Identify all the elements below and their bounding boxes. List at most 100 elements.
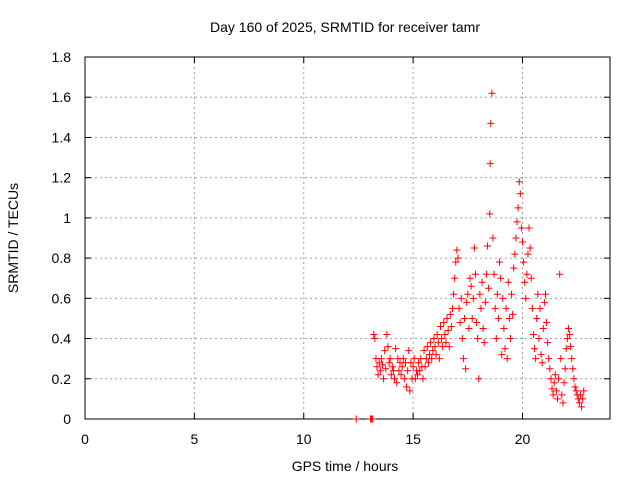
data-point <box>501 345 509 353</box>
data-point <box>529 331 537 339</box>
data-point <box>415 359 423 367</box>
data-point <box>371 335 379 343</box>
data-point <box>466 274 474 282</box>
grid-lines <box>85 57 610 419</box>
data-point <box>443 314 451 322</box>
data-point <box>533 314 541 322</box>
data-point <box>447 322 455 330</box>
data-point <box>463 298 471 306</box>
data-point <box>440 318 448 326</box>
data-point <box>554 395 561 403</box>
data-point <box>441 331 449 339</box>
data-point <box>525 224 533 232</box>
data-point <box>410 355 418 363</box>
x-tick-label: 10 <box>296 431 312 447</box>
data-point <box>519 238 526 246</box>
data-point <box>523 270 531 278</box>
data-point <box>488 89 496 97</box>
data-point <box>509 310 517 318</box>
data-point <box>436 322 444 330</box>
data-point <box>395 367 403 375</box>
data-point <box>503 355 511 363</box>
data-point <box>494 314 502 322</box>
data-point <box>373 363 381 371</box>
data-point <box>528 304 536 312</box>
data-point <box>392 345 400 353</box>
data-point <box>419 375 427 383</box>
data-point <box>376 367 384 375</box>
data-point <box>580 387 588 395</box>
data-point <box>385 359 393 367</box>
data-point <box>462 365 470 373</box>
data-point <box>409 363 417 371</box>
data-point <box>416 367 424 375</box>
data-point <box>497 274 505 282</box>
data-point <box>498 351 506 359</box>
data-point <box>393 379 401 387</box>
data-point <box>576 391 584 399</box>
data-point <box>370 331 378 339</box>
data-point <box>490 270 498 278</box>
y-tick-label: 0.6 <box>52 290 72 306</box>
data-point <box>579 395 587 403</box>
data-point <box>411 375 419 383</box>
data-point <box>524 250 532 258</box>
data-point <box>379 361 386 369</box>
data-point <box>400 375 408 383</box>
data-point <box>527 274 535 282</box>
data-point <box>455 304 463 312</box>
data-point <box>550 379 558 387</box>
data-point <box>535 335 543 343</box>
y-tick-label: 0.4 <box>52 331 72 347</box>
data-point <box>556 270 564 278</box>
data-points <box>352 89 588 423</box>
data-point <box>383 331 391 339</box>
data-point <box>547 375 555 383</box>
data-point <box>531 345 539 353</box>
data-point <box>479 325 487 332</box>
data-point <box>561 365 569 373</box>
data-point <box>369 415 377 423</box>
y-tick-label: 1 <box>63 210 71 226</box>
data-point <box>516 190 524 198</box>
data-point <box>450 290 458 298</box>
data-point <box>449 304 456 312</box>
data-point <box>480 339 488 347</box>
data-point <box>452 258 460 266</box>
data-point <box>381 347 389 355</box>
data-point <box>399 355 407 363</box>
data-point <box>568 355 576 363</box>
data-point <box>388 363 396 371</box>
x-tick-label: 0 <box>81 431 89 447</box>
y-axis-label: SRMTID / TECUs <box>5 183 21 293</box>
data-point <box>571 383 579 391</box>
data-point <box>423 343 431 351</box>
data-point <box>540 298 548 306</box>
data-point <box>382 365 390 373</box>
data-point <box>500 325 508 332</box>
data-point <box>374 371 382 379</box>
data-point <box>541 290 549 298</box>
data-point <box>380 375 388 383</box>
data-point <box>572 387 580 395</box>
data-point <box>464 290 472 298</box>
data-point <box>557 355 565 363</box>
data-point <box>434 339 442 347</box>
data-point <box>471 270 479 278</box>
data-point <box>397 371 405 379</box>
data-point <box>430 335 438 343</box>
data-point <box>546 365 554 373</box>
x-axis-label: GPS time / hours <box>292 458 399 474</box>
data-point <box>475 375 483 383</box>
data-point <box>492 335 500 343</box>
data-point <box>555 375 563 383</box>
data-point <box>562 345 570 353</box>
data-point <box>470 244 478 252</box>
data-point <box>548 385 556 393</box>
data-point <box>432 351 440 359</box>
data-point <box>506 335 514 343</box>
data-point <box>352 415 360 423</box>
data-point <box>539 325 547 332</box>
data-point <box>451 274 459 282</box>
y-tick-label: 1.2 <box>52 170 72 186</box>
